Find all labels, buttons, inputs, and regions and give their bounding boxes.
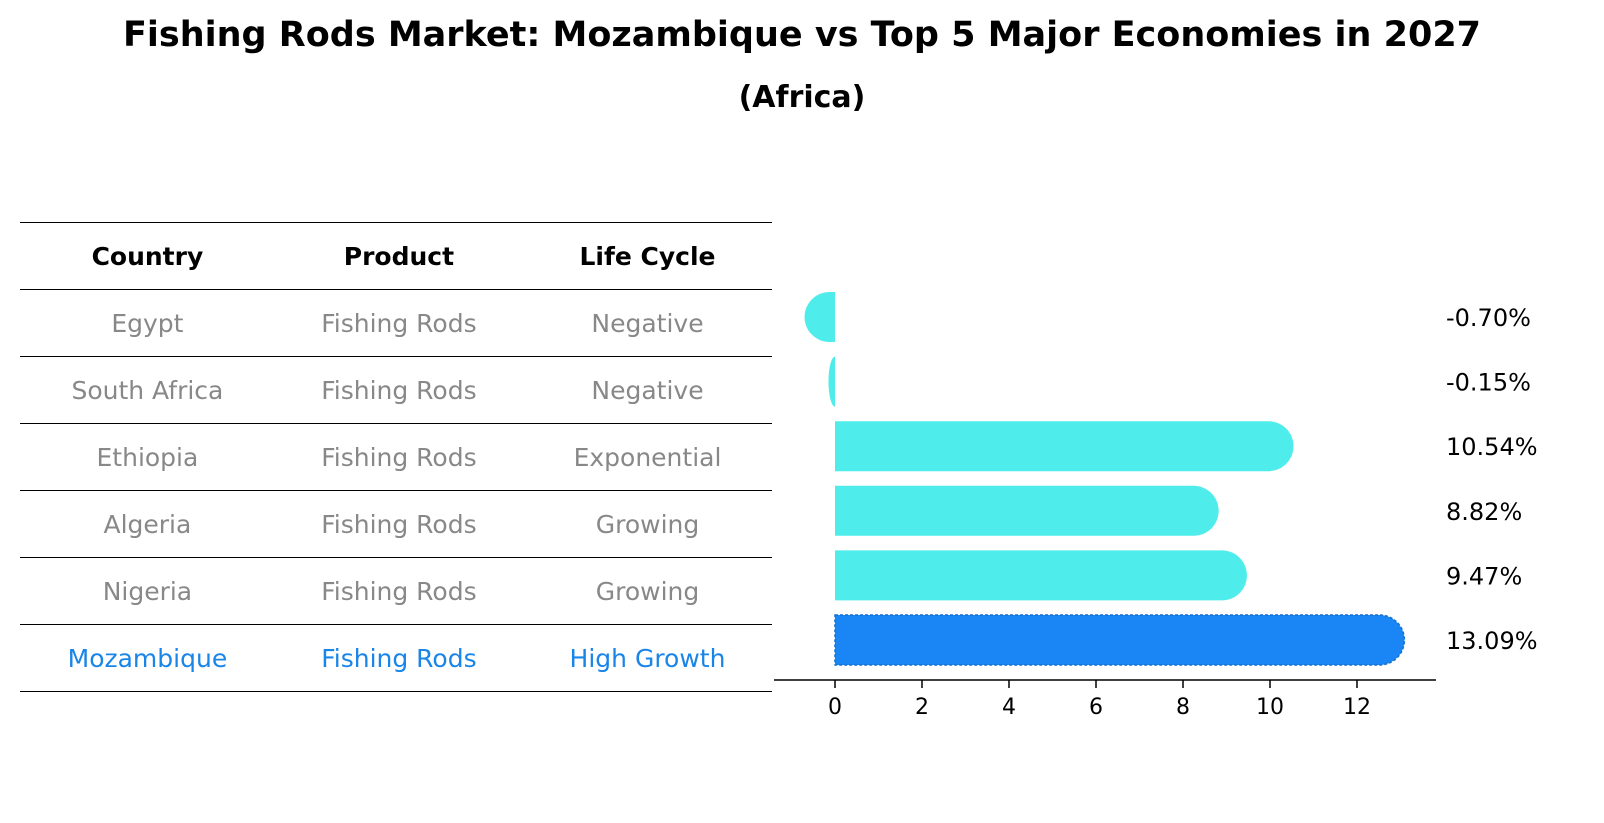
growth-bar-chart: -0.70% -0.15% 10.54% 8.82% 9.47% 13.09% 0 2 4 6 8 1… [774, 292, 1538, 720]
bar [828, 356, 835, 407]
cell-country: Egypt [20, 289, 275, 357]
x-axis-tick-label: 10 [1256, 695, 1284, 720]
cell-product: Fishing Rods [274, 490, 524, 558]
bar [835, 421, 1294, 472]
table-row: South Africa Fishing Rods Negative [20, 356, 772, 424]
x-axis-tick-label: 2 [915, 695, 929, 720]
bar-value-label: -0.70% [1446, 304, 1531, 332]
cell-country: South Africa [20, 356, 275, 424]
bar-value-label: 9.47% [1446, 562, 1522, 590]
x-axis-tick-label: 0 [828, 695, 842, 720]
cell-life-cycle: Growing [523, 490, 772, 558]
bar [804, 292, 835, 342]
bar-value-label: -0.15% [1446, 369, 1531, 397]
table-row: Nigeria Fishing Rods Growing [20, 557, 772, 625]
cell-country: Algeria [20, 490, 275, 558]
cell-life-cycle: High Growth [523, 624, 772, 692]
cell-life-cycle: Negative [523, 356, 772, 424]
header-product: Product [274, 222, 524, 290]
table-header-row: Country Product Life Cycle [20, 222, 772, 290]
bar [835, 550, 1247, 601]
table-row: Egypt Fishing Rods Negative [20, 289, 772, 357]
bar-value-label: 13.09% [1446, 627, 1538, 655]
market-table: Country Product Life Cycle Egypt Fishing… [20, 222, 772, 692]
bar-highlight [834, 614, 1406, 666]
cell-product: Fishing Rods [274, 289, 524, 357]
bar-value-label: 10.54% [1446, 433, 1538, 461]
chart-title: Fishing Rods Market: Mozambique vs Top 5… [122, 15, 1482, 55]
table-row-highlight: Mozambique Fishing Rods High Growth [20, 624, 772, 692]
x-axis-tick-label: 6 [1089, 695, 1103, 720]
chart-subtitle: (Africa) [738, 80, 866, 115]
cell-country: Ethiopia [20, 423, 275, 491]
header-life-cycle: Life Cycle [523, 222, 772, 290]
table-row: Ethiopia Fishing Rods Exponential [20, 423, 772, 491]
cell-product: Fishing Rods [274, 624, 524, 692]
bar [835, 485, 1219, 536]
cell-life-cycle: Exponential [523, 423, 772, 491]
bar-value-label: 8.82% [1446, 498, 1522, 526]
x-axis-tick-label: 4 [1002, 695, 1016, 720]
cell-country: Mozambique [20, 624, 275, 692]
x-axis-tick-label: 12 [1343, 695, 1371, 720]
table-row: Algeria Fishing Rods Growing [20, 490, 772, 558]
header-country: Country [20, 222, 275, 290]
cell-life-cycle: Growing [523, 557, 772, 625]
cell-life-cycle: Negative [523, 289, 772, 357]
cell-product: Fishing Rods [274, 423, 524, 491]
cell-product: Fishing Rods [274, 557, 524, 625]
cell-country: Nigeria [20, 557, 275, 625]
cell-product: Fishing Rods [274, 356, 524, 424]
x-axis-tick-label: 8 [1176, 695, 1190, 720]
